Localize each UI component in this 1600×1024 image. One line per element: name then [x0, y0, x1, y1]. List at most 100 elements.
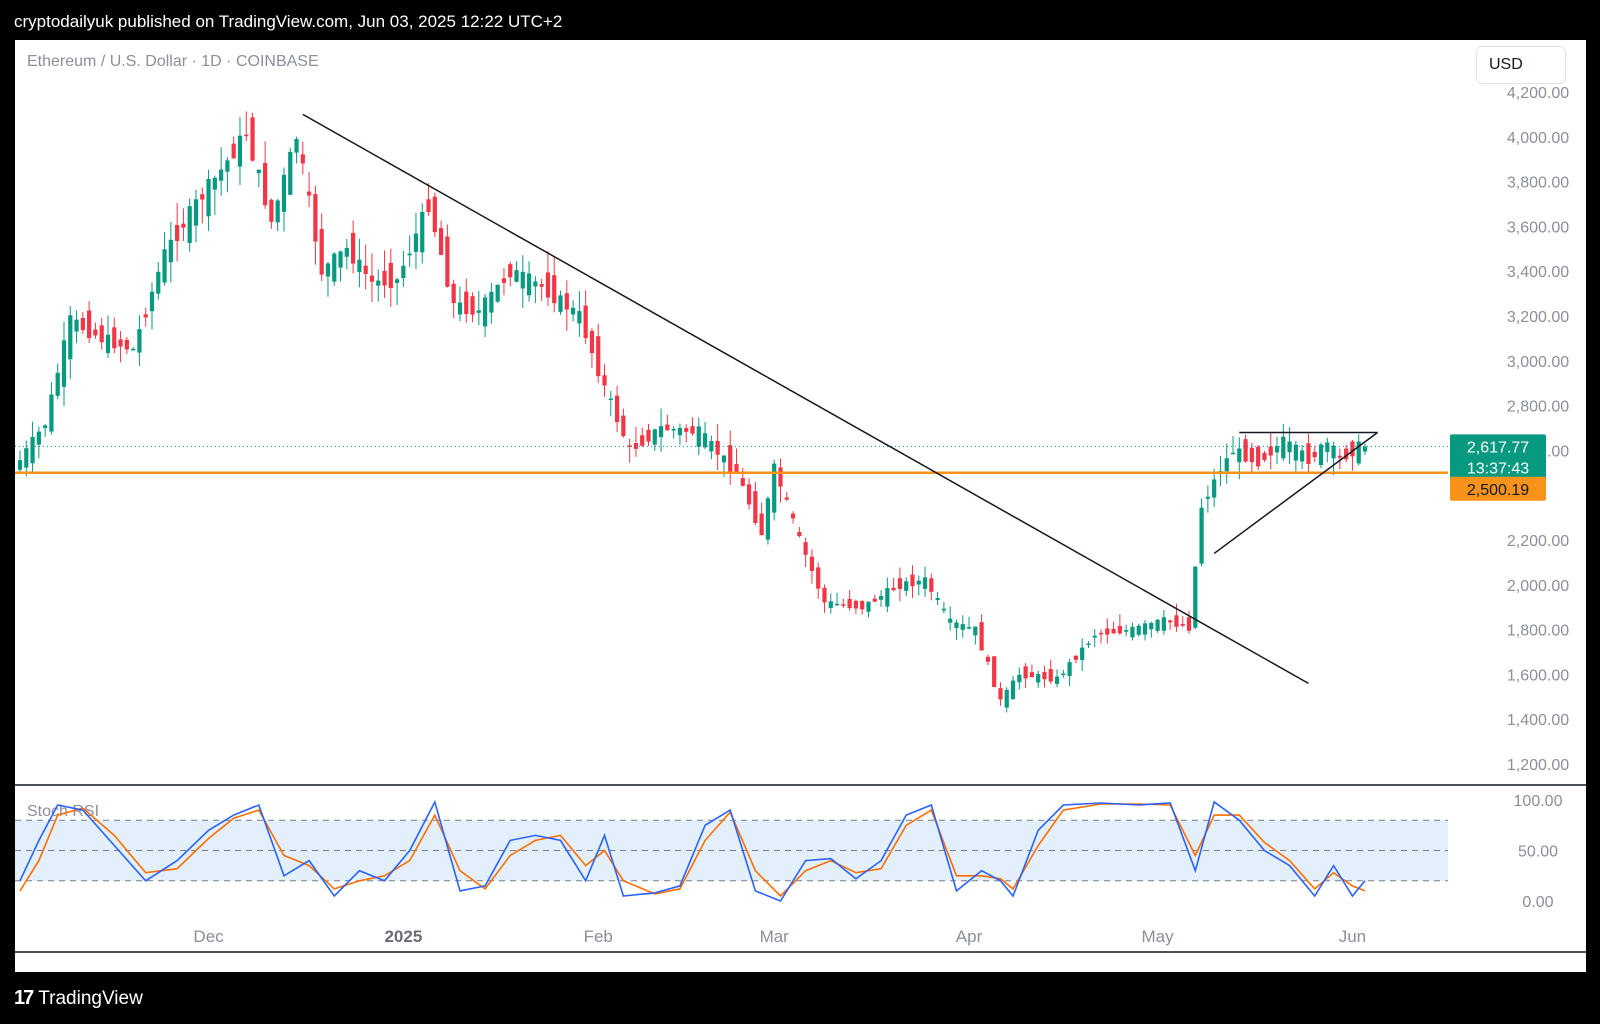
candle-body [275, 200, 280, 223]
candle-body [225, 160, 230, 172]
candle-body [87, 310, 92, 339]
candle-body [244, 134, 249, 137]
price-tick-label: 4,200.00 [1507, 85, 1569, 102]
candle-body [992, 656, 997, 688]
price-tick-label: 4,000.00 [1507, 130, 1569, 147]
publisher-line: cryptodailyuk published on TradingView.c… [14, 12, 563, 31]
candle-body [131, 348, 136, 351]
candle-body [1350, 441, 1355, 457]
candle-body [137, 329, 142, 353]
candle-body [1186, 617, 1192, 631]
candle-body [49, 394, 54, 432]
candle-body [489, 291, 494, 313]
time-tick-label: Dec [193, 927, 224, 946]
time-tick-label: 2025 [384, 927, 422, 946]
candle-body [803, 542, 808, 555]
candle-body [1300, 450, 1305, 462]
candle-body [1312, 451, 1317, 458]
price-tick-label: 3,400.00 [1507, 264, 1569, 281]
candle-body [508, 264, 513, 278]
candle-body [973, 626, 978, 636]
price-chart[interactable]: 4,200.00 4,000.00 3,800.00 3,600.00 3,400.00… [15, 40, 1586, 972]
candle-body [382, 271, 387, 286]
candle-body [420, 212, 425, 253]
candle-body [464, 291, 469, 315]
candle-body [388, 262, 393, 289]
candle-body [1149, 622, 1154, 630]
candle-body [1356, 441, 1361, 464]
candle-body [1224, 458, 1229, 472]
candle-body [432, 196, 437, 233]
currency-button[interactable]: USD [1476, 46, 1566, 84]
candle-body [181, 223, 186, 228]
candle-body [1293, 444, 1298, 461]
candle-body [790, 513, 796, 519]
candle-body [231, 143, 236, 159]
candle-body [1086, 643, 1091, 646]
stoch-k-line [19, 799, 1366, 902]
candle-body [721, 455, 727, 463]
candle-body [269, 199, 274, 222]
candle-body [369, 275, 375, 282]
candle-body [451, 283, 456, 304]
rsi-tick-label: 100.00 [1514, 793, 1563, 810]
candle-body [1092, 635, 1097, 638]
candle-body [904, 581, 909, 591]
candle-body [746, 484, 752, 505]
candle-body [753, 491, 758, 523]
candle-body [696, 426, 701, 447]
candle-body [1136, 625, 1141, 635]
candle-body [300, 154, 305, 164]
candle-body [866, 601, 871, 612]
candle-body [1048, 669, 1053, 682]
candle-body [376, 280, 381, 286]
candle-body [143, 314, 148, 318]
candle-body [577, 311, 582, 324]
candle-body [61, 340, 67, 387]
candle-body [17, 460, 23, 470]
candle-body [325, 263, 331, 277]
candle-body [526, 273, 532, 296]
candle-body [1036, 673, 1041, 683]
candle-body [652, 429, 657, 445]
candle-body [237, 135, 243, 167]
candle-body [772, 463, 777, 513]
candle-body [68, 315, 73, 360]
candle-body [847, 598, 852, 609]
candle-body [1017, 674, 1022, 683]
candle-body [954, 622, 959, 629]
candle-body [294, 138, 299, 153]
candle-body [596, 336, 601, 377]
candle-body [539, 284, 544, 287]
candle-body [332, 253, 337, 282]
candle-body [168, 239, 173, 263]
candle-body [1010, 680, 1016, 700]
candle-body [1168, 620, 1173, 623]
candle-body [734, 464, 739, 474]
candle-body [897, 578, 903, 589]
candle-body [438, 228, 444, 255]
candle-body [1337, 455, 1342, 458]
candle-body [646, 429, 651, 442]
candle-body [979, 622, 984, 651]
candle-body [841, 604, 846, 606]
footer-brand[interactable]: 17 TradingView [14, 987, 143, 1010]
candle-body [445, 236, 450, 287]
candle-body [351, 232, 356, 264]
candle-body [30, 436, 35, 464]
symbol-label: Ethereum / U.S. Dollar · 1D · COINBASE [27, 53, 319, 70]
chart-panel[interactable]: 4,200.00 4,000.00 3,800.00 3,600.00 3,400.00… [15, 40, 1586, 972]
candle-body [966, 627, 972, 629]
candle-body [552, 275, 557, 304]
candle-body [1067, 662, 1072, 676]
candle-body [878, 595, 884, 600]
candle-body [413, 233, 419, 252]
candle-body [658, 426, 664, 438]
candle-body [759, 513, 764, 536]
candle-body [929, 578, 934, 592]
candle-body [514, 270, 519, 282]
rsi-tick-label: 50.00 [1518, 844, 1558, 861]
candle-body [765, 498, 771, 540]
candle-body [206, 178, 211, 217]
candle-body [602, 375, 607, 386]
